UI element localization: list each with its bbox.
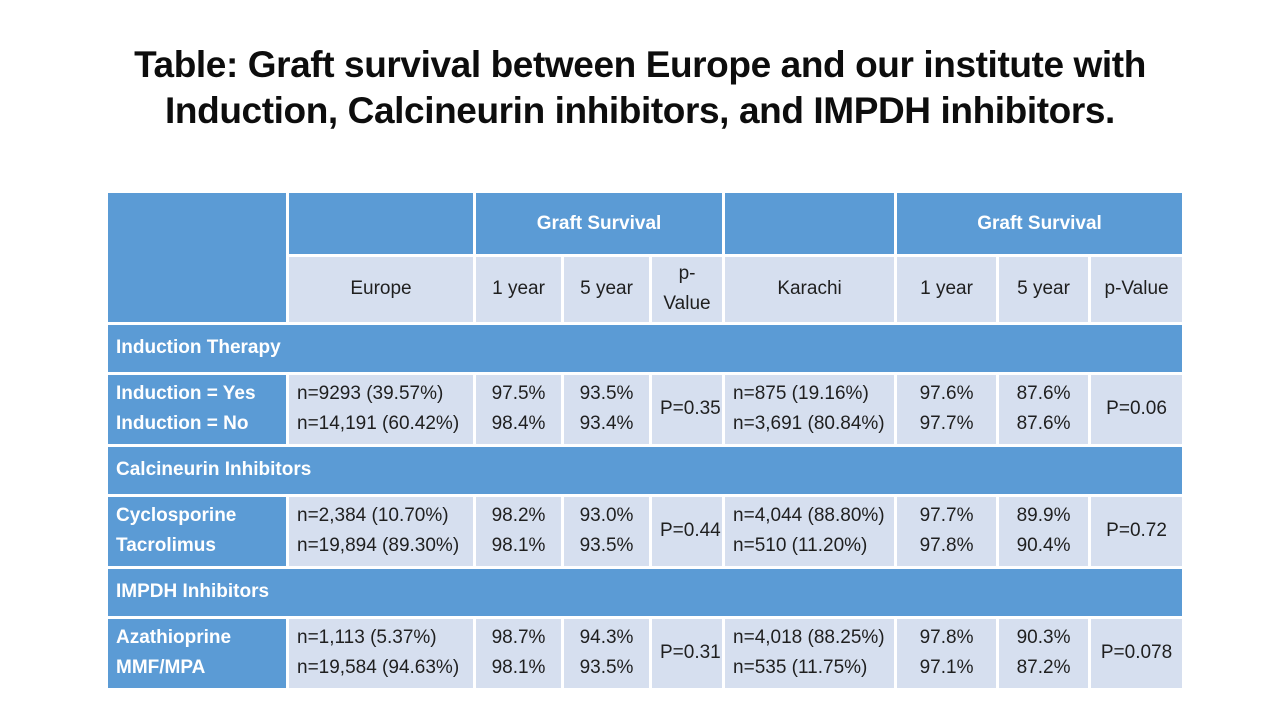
cell-induction-karachi-1yr: 97.6% 97.7% bbox=[894, 371, 1000, 447]
section-row-calcineurin-inhibitors: Calcineurin Inhibitors bbox=[104, 443, 1186, 497]
col-header-europe-1-year: 1 year bbox=[473, 254, 564, 325]
cell-induction-europe-n: n=9293 (39.57%) n=14,191 (60.42%) bbox=[286, 371, 476, 447]
cell-induction-karachi-p: P=0.06 bbox=[1088, 371, 1186, 447]
section-row-impdh-inhibitors: IMPDH Inhibitors bbox=[104, 565, 1186, 619]
cell-calcineurin-europe-1yr: 98.2% 98.1% bbox=[473, 493, 564, 569]
cell-impdh-karachi-1yr: 97.8% 97.1% bbox=[894, 615, 1000, 691]
data-row-induction: Induction = Yes Induction = No n=9293 (3… bbox=[105, 371, 1186, 447]
cell-impdh-europe-n: n=1,113 (5.37%) n=19,584 (94.63%) bbox=[286, 615, 476, 691]
col-header-karachi-p-value: p-Value bbox=[1088, 254, 1186, 325]
blank-cell-above-europe bbox=[286, 190, 476, 257]
cell-impdh-karachi-n: n=4,018 (88.25%) n=535 (11.75%) bbox=[722, 615, 898, 691]
cell-impdh-europe-p: P=0.31 bbox=[648, 615, 726, 691]
cell-calcineurin-europe-5yr: 93.0% 93.5% bbox=[561, 493, 652, 569]
section-header-induction-therapy: Induction Therapy bbox=[104, 321, 1186, 375]
col-header-karachi-5-year: 5 year bbox=[996, 254, 1092, 325]
cell-induction-karachi-5yr: 87.6% 87.6% bbox=[996, 371, 1092, 447]
cell-impdh-europe-5yr: 94.3% 93.5% bbox=[561, 615, 652, 691]
row-labels-calcineurin: Cyclosporine Tacrolimus bbox=[105, 493, 289, 569]
table-header-row-2: Europe 1 year 5 year p- Value Karachi 1 … bbox=[107, 254, 1186, 325]
cell-induction-karachi-n: n=875 (19.16%) n=3,691 (80.84%) bbox=[722, 371, 898, 447]
cell-impdh-karachi-p: P=0.078 bbox=[1088, 615, 1186, 691]
cell-calcineurin-europe-n: n=2,384 (10.70%) n=19,894 (89.30%) bbox=[286, 493, 476, 569]
cell-calcineurin-europe-p: P=0.44 bbox=[648, 493, 726, 569]
graft-survival-header-left: Graft Survival bbox=[472, 190, 726, 257]
cell-calcineurin-karachi-5yr: 89.9% 90.4% bbox=[996, 493, 1092, 569]
row-labels-induction: Induction = Yes Induction = No bbox=[105, 371, 289, 447]
col-header-europe-p-value: p- Value bbox=[648, 254, 726, 325]
cell-impdh-europe-1yr: 98.7% 98.1% bbox=[473, 615, 564, 691]
cell-induction-europe-p: P=0.35 bbox=[648, 371, 726, 447]
col-header-europe-5-year: 5 year bbox=[561, 254, 652, 325]
section-header-calcineurin-inhibitors: Calcineurin Inhibitors bbox=[104, 443, 1186, 497]
cell-calcineurin-karachi-n: n=4,044 (88.80%) n=510 (11.20%) bbox=[722, 493, 898, 569]
slide-title: Table: Graft survival between Europe and… bbox=[134, 44, 1146, 132]
data-row-impdh: Azathioprine MMF/MPA n=1,113 (5.37%) n=1… bbox=[105, 615, 1186, 691]
col-header-europe: Europe bbox=[286, 254, 476, 325]
cell-induction-europe-5yr: 93.5% 93.4% bbox=[561, 371, 652, 447]
corner-blank-cell bbox=[105, 190, 289, 325]
graft-survival-header-right: Graft Survival bbox=[894, 190, 1186, 257]
blank-cell-above-karachi bbox=[722, 190, 898, 257]
section-row-induction-therapy: Induction Therapy bbox=[104, 321, 1186, 375]
section-header-impdh-inhibitors: IMPDH Inhibitors bbox=[104, 565, 1186, 619]
table-header-row-1: Graft Survival Graft Survival bbox=[105, 190, 1186, 325]
cell-induction-europe-1yr: 97.5% 98.4% bbox=[473, 371, 564, 447]
cell-calcineurin-karachi-1yr: 97.7% 97.8% bbox=[894, 493, 1000, 569]
col-header-karachi-1-year: 1 year bbox=[894, 254, 1000, 325]
cell-impdh-karachi-5yr: 90.3% 87.2% bbox=[996, 615, 1092, 691]
data-row-calcineurin: Cyclosporine Tacrolimus n=2,384 (10.70%)… bbox=[105, 493, 1186, 569]
row-labels-impdh: Azathioprine MMF/MPA bbox=[105, 615, 289, 691]
graft-survival-table: Graft Survival Graft Survival Europe 1 y… bbox=[104, 190, 1186, 691]
cell-calcineurin-karachi-p: P=0.72 bbox=[1088, 493, 1186, 569]
col-header-karachi: Karachi bbox=[722, 254, 898, 325]
